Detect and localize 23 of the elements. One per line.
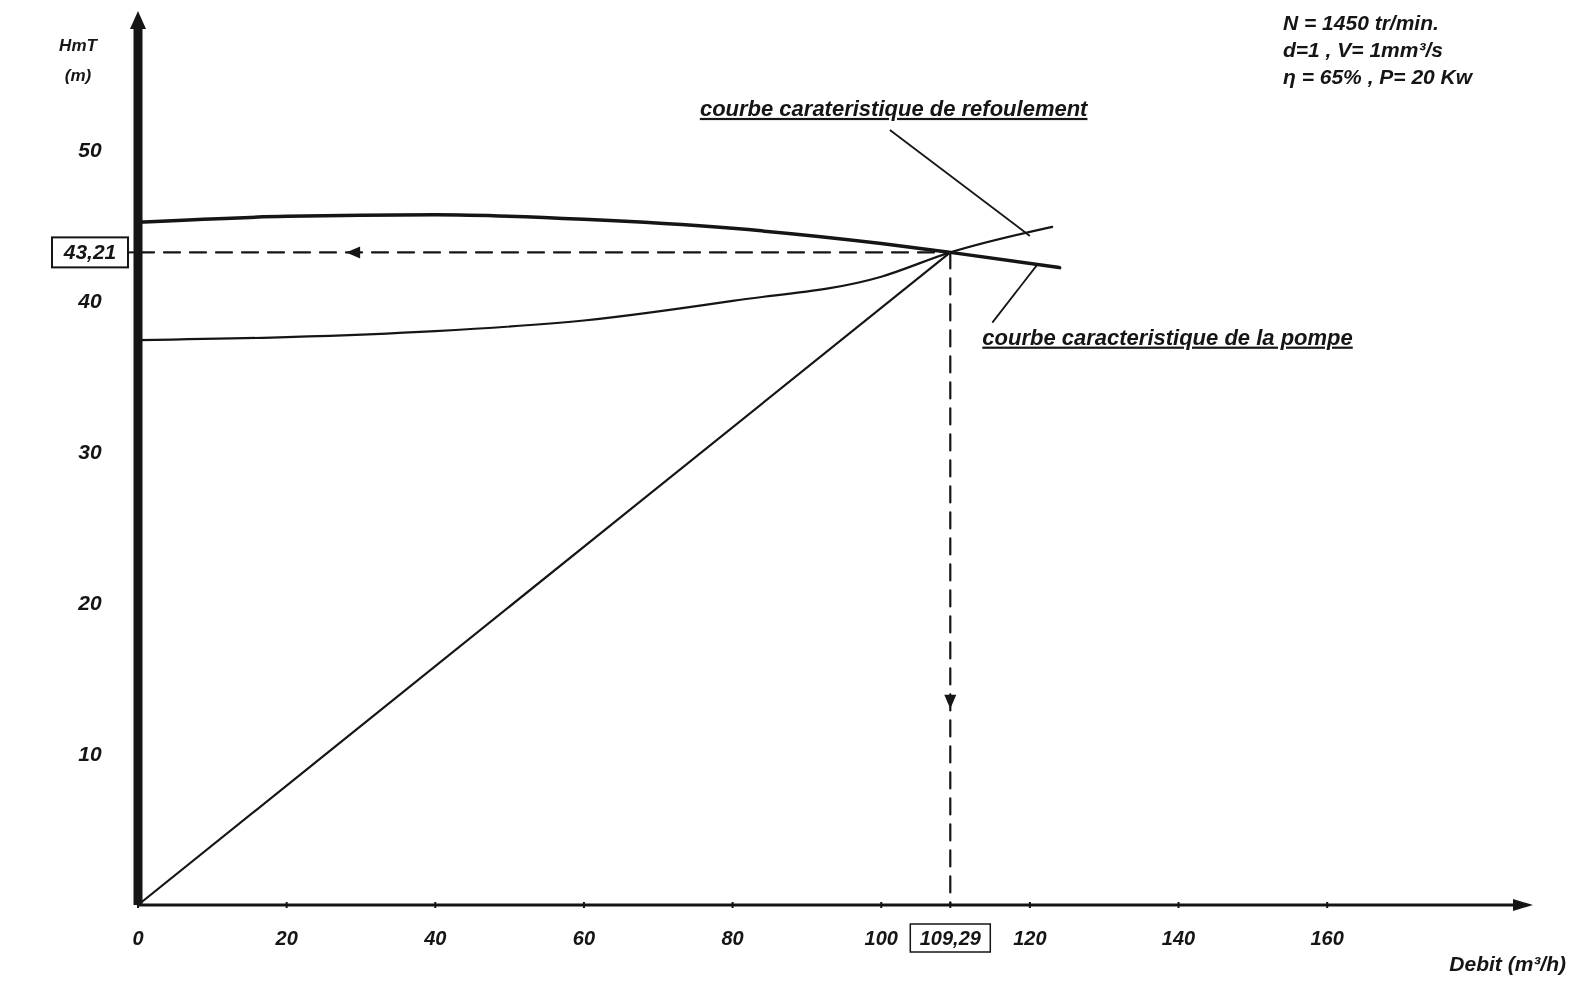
x-tick-label: 0 — [132, 927, 144, 949]
y-tick-label: 10 — [78, 741, 102, 765]
y-tick-label: 40 — [77, 288, 102, 312]
y-axis-title: HmT (m) — [59, 36, 99, 85]
x-tick-label: 60 — [572, 927, 596, 949]
annotation: courbe carateristique de refoulement — [699, 95, 1090, 121]
x-tick-label: 109,29 — [919, 927, 982, 949]
x-tick-label: 80 — [721, 927, 744, 949]
annotation: d=1 , V= 1mm³/s — [1283, 38, 1443, 61]
x-tick-label: 20 — [274, 927, 298, 949]
x-tick-label: 40 — [423, 927, 447, 949]
x-tick-label: 120 — [1013, 927, 1047, 949]
x-tick-label: 100 — [864, 927, 898, 949]
x-axis-title: Debit (m³/h) — [1449, 952, 1566, 975]
annotation: courbe caracteristique de la pompe — [982, 324, 1353, 350]
y-tick-label: 30 — [78, 439, 102, 463]
x-tick-label: 140 — [1161, 927, 1196, 949]
y-tick-label: 43,21 — [62, 240, 117, 264]
y-tick-label: 20 — [77, 590, 102, 614]
y-tick-label: 50 — [78, 137, 102, 161]
annotation: η = 65% , P= 20 Kw — [1283, 65, 1474, 88]
x-tick-label: 160 — [1310, 927, 1344, 949]
annotation: N = 1450 tr/min. — [1283, 11, 1439, 34]
